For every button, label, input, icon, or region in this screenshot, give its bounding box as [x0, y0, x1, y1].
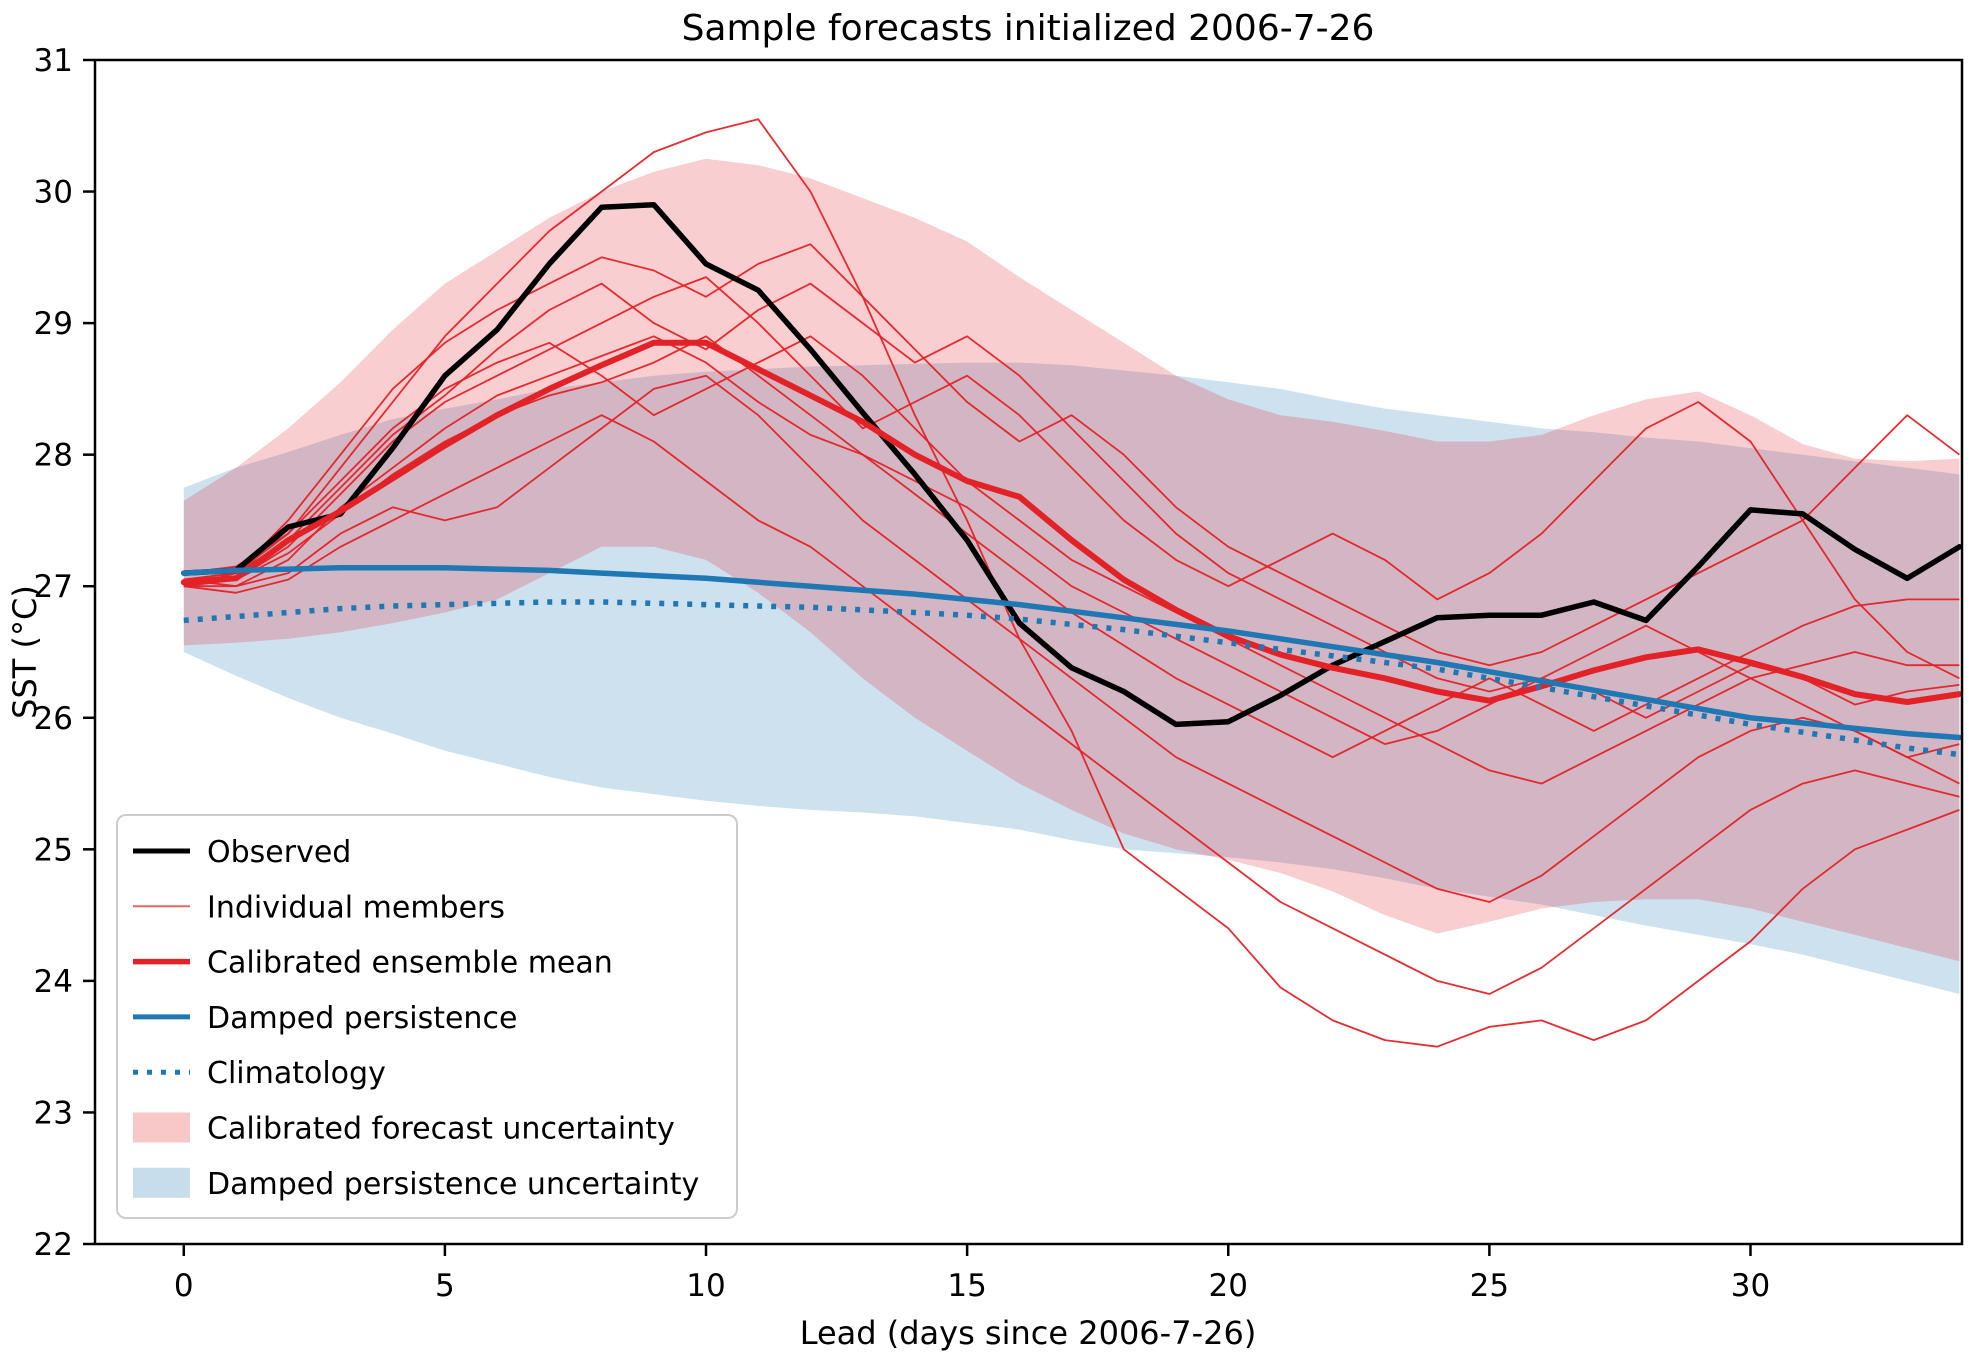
legend-label: Calibrated forecast uncertainty	[207, 1112, 675, 1147]
individual-member-line	[183, 276, 1960, 680]
individual-member-line	[183, 414, 1960, 995]
page-title: Sample forecasts initialized 2006-7-26	[682, 8, 1375, 49]
climatology-line	[183, 599, 1960, 758]
legend-label: Individual members	[207, 890, 505, 925]
legend-label: Damped persistence	[207, 1001, 517, 1036]
observed-line	[181, 201, 1962, 728]
plot-border	[93, 58, 1964, 1246]
y-axis-label: SST (°C)	[6, 585, 44, 719]
x-tick-label: 20	[1209, 1268, 1248, 1304]
individual-member-line	[183, 243, 1960, 667]
y-tick-label: 27	[34, 569, 73, 605]
y-tick-label: 26	[34, 701, 73, 737]
y-tick-label: 23	[34, 1095, 73, 1131]
x-tick-label: 0	[174, 1268, 194, 1304]
individual-member-line	[183, 282, 1960, 693]
x-axis-label: Lead (days since 2006-7-26)	[800, 1314, 1257, 1352]
y-tick-label: 30	[34, 175, 73, 211]
legend-key-damped-persistence-uncertainty	[133, 1167, 190, 1198]
legend-label: Calibrated ensemble mean	[207, 946, 613, 981]
y-tick-label: 29	[34, 306, 73, 342]
x-tick-label: 15	[947, 1268, 986, 1304]
y-tick-label: 24	[34, 964, 73, 1000]
x-tick-label: 5	[435, 1268, 455, 1304]
x-tick-label: 25	[1470, 1268, 1509, 1304]
legend-key-calibrated-forecast-uncertainty	[133, 1112, 190, 1143]
legend-label: Climatology	[207, 1056, 386, 1091]
y-tick-label: 22	[34, 1227, 73, 1263]
y-tick-label: 25	[34, 832, 73, 868]
individual-member-line	[183, 374, 1960, 903]
damped-persistence-line	[181, 565, 1962, 741]
y-tick-label: 31	[34, 43, 73, 79]
legend-label: Observed	[207, 835, 351, 870]
x-tick-label: 30	[1731, 1268, 1770, 1304]
y-tick-label: 28	[34, 438, 73, 474]
individual-member-line	[183, 335, 1960, 785]
legend-label: Damped persistence uncertainty	[207, 1167, 699, 1202]
individual-member-line	[183, 118, 1960, 1048]
x-tick-label: 10	[686, 1268, 725, 1304]
legend-box	[116, 814, 738, 1219]
calibrated-ensemble-mean-line	[180, 339, 1962, 705]
